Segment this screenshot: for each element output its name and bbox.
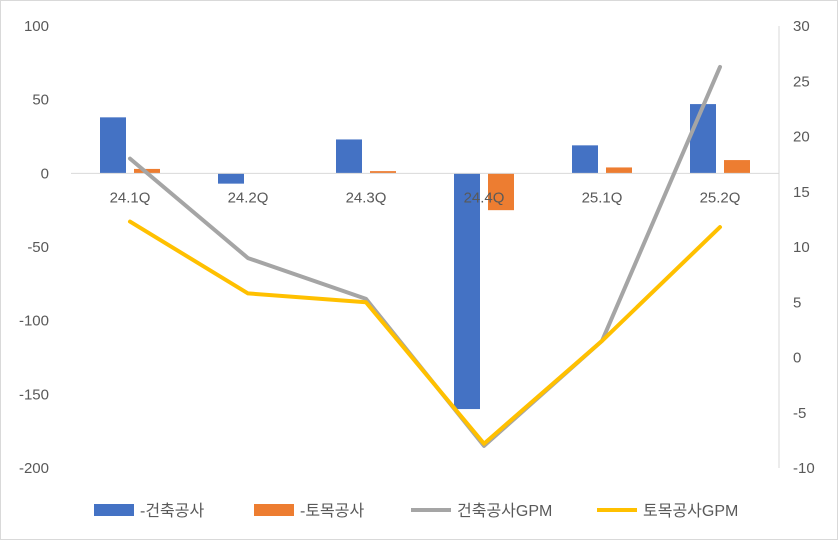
legend-label: 토목공사GPM [643,502,738,520]
left-axis-tick-label: -150 [19,386,49,403]
legend-label: -토목공사 [300,502,364,520]
left-axis-tick-label: 0 [41,165,49,182]
legend-swatch [254,504,294,516]
category-label: 25.1Q [582,189,623,206]
left-axis-tick-label: -100 [19,313,49,330]
bar-civil [370,171,396,174]
bar-civil [488,173,514,211]
left-axis-tick-label: -50 [27,239,49,256]
legend-swatch [94,504,134,516]
right-axis-tick-label: -5 [793,405,806,422]
bar-civil [724,160,750,174]
line-civil-gpm [128,219,722,446]
right-axis-tick-label: 25 [793,73,810,90]
category-label: 25.2Q [700,189,741,206]
right-axis-tick-label: 30 [793,18,810,35]
bar-building [218,173,244,184]
line-building-gpm [128,64,722,448]
left-axis-tick-label: 100 [24,18,49,35]
legend-label: 건축공사GPM [457,502,552,520]
left-axis-tick-label: -200 [19,460,49,477]
bar-building [100,117,126,174]
bar-civil [606,167,632,174]
bar-building [572,145,598,174]
category-label: 24.1Q [110,189,151,206]
category-label: 24.2Q [228,189,269,206]
right-axis-tick-label: 10 [793,239,810,256]
legend-label: -건축공사 [140,502,204,520]
category-label: 24.4Q [464,189,505,206]
bar-building [690,104,716,174]
right-axis-tick-label: -10 [793,460,815,477]
bar-building [454,173,480,410]
right-axis-tick-label: 20 [793,129,810,146]
right-axis-tick-label: 0 [793,350,801,367]
right-axis-tick-label: 5 [793,294,801,311]
category-label: 24.3Q [346,189,387,206]
bar-building [336,139,362,174]
right-axis-tick-label: 15 [793,184,810,201]
left-axis-tick-label: 50 [32,92,49,109]
